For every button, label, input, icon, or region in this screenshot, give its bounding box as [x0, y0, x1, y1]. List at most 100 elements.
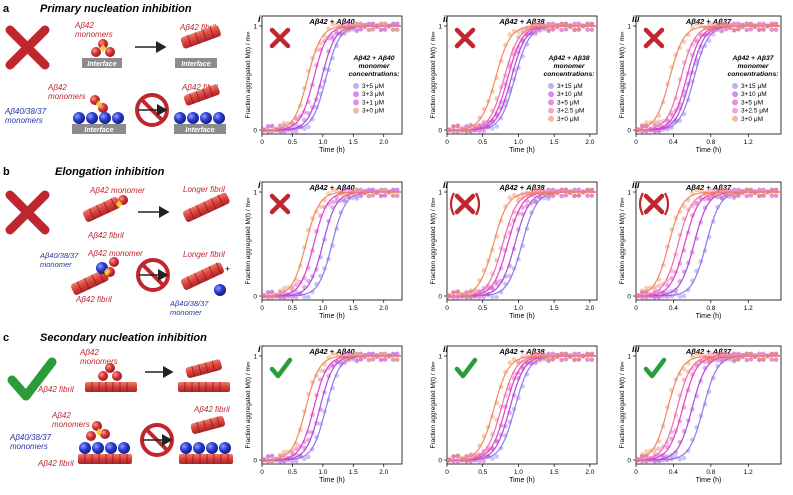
data-point [773, 357, 779, 363]
data-point [589, 187, 595, 193]
y-axis-label: Fraction aggregated M(t) / m∞ [430, 197, 437, 284]
x-tick-label: 2.0 [585, 139, 594, 146]
data-point [537, 195, 543, 200]
mixed-cluster [73, 95, 124, 124]
data-point [390, 357, 396, 362]
data-point [773, 27, 779, 32]
data-point [342, 187, 348, 193]
data-point [723, 187, 729, 193]
no-symbol-icon [140, 423, 174, 457]
data-point [736, 187, 741, 193]
data-point [559, 357, 564, 363]
data-point [761, 187, 766, 193]
data-point [711, 26, 716, 32]
data-point [665, 294, 670, 300]
data-point [394, 187, 400, 193]
data-point [559, 187, 564, 193]
y-tick-label: 0 [627, 294, 631, 301]
data-point [572, 193, 577, 199]
data-point [748, 351, 754, 357]
data-point [394, 21, 400, 27]
data-point [748, 351, 754, 357]
data-point [694, 187, 699, 193]
data-point [748, 357, 754, 362]
data-point [719, 28, 724, 33]
data-point [698, 188, 704, 193]
data-point [576, 193, 582, 198]
data-point [694, 200, 699, 206]
label-line: Aβ40/38/37 [39, 251, 79, 260]
data-point [769, 351, 775, 357]
charts: Aβ42 + Aβ40 i 0 0.5 1.0 1.5 2.0 0 1 Time (h) Fract… [245, 14, 782, 484]
data-point [761, 187, 766, 193]
data-point [589, 27, 595, 33]
x-tick-label: 0 [634, 305, 638, 312]
data-point [533, 31, 538, 36]
legend-entry: 3+15 μM [557, 83, 583, 90]
data-point [370, 27, 376, 32]
data-point [481, 294, 487, 300]
data-point [382, 357, 388, 362]
data-point [744, 357, 750, 363]
data-point [559, 27, 564, 33]
data-point [294, 116, 299, 122]
x-tick-label: 0.5 [288, 469, 297, 476]
data-point [572, 357, 577, 363]
cross-icon [269, 193, 291, 215]
interface-bar [82, 58, 122, 68]
data-point [744, 21, 750, 27]
data-point [711, 356, 716, 362]
data-point [748, 21, 754, 27]
row-a-top-monomers-label: Aβ42 monomers [74, 21, 113, 39]
data-point [294, 294, 299, 300]
data-point [576, 193, 582, 198]
data-point [455, 453, 461, 459]
data-point [706, 360, 712, 365]
data-point [265, 290, 271, 295]
data-point [585, 357, 590, 362]
x-axis-label: Time (h) [319, 147, 345, 154]
row-c-bottom-monomers-label: Aβ42 monomers [51, 411, 90, 429]
data-point [468, 293, 474, 299]
label-line: Aβ42 [74, 21, 94, 30]
data-point [330, 351, 335, 357]
data-point [706, 31, 712, 37]
row-c-bottom-result-label: Aβ42 fibril [193, 405, 230, 414]
data-point [744, 351, 750, 357]
data-point [285, 449, 291, 455]
data-point [731, 351, 737, 357]
data-point [358, 26, 364, 32]
chart-title: Aβ42 + Aβ37 [685, 347, 732, 356]
legend-entry: 3+5 μM [557, 99, 579, 106]
legend-marker [353, 83, 359, 89]
data-point [485, 447, 491, 453]
data-point [550, 187, 556, 193]
data-point [533, 199, 538, 204]
data-point [468, 458, 474, 464]
data-point [719, 187, 724, 193]
check-icon [7, 357, 57, 401]
data-point [455, 289, 461, 295]
data-point [756, 27, 762, 33]
row-b-schematic: b Elongation inhibition Aβ42 monomer Aβ4… [3, 166, 230, 317]
data-point [563, 21, 569, 27]
data-point [656, 294, 662, 300]
x-tick-label: 1.0 [318, 305, 327, 312]
row-c-title: Secondary nucleation inhibition [40, 332, 207, 344]
data-point [731, 195, 737, 201]
data-point [378, 357, 384, 363]
data-point [731, 187, 737, 193]
data-point [719, 359, 724, 364]
data-point [748, 26, 754, 32]
data-point [490, 126, 495, 131]
data-point [524, 357, 530, 363]
interface-label: Interface [84, 127, 113, 134]
data-point [576, 27, 582, 32]
data-point [269, 289, 275, 295]
x-axis-label: Time (h) [319, 313, 345, 320]
data-point [294, 458, 299, 464]
data-point [464, 294, 469, 299]
data-point [358, 27, 364, 32]
label-line: monomer [170, 308, 202, 317]
data-point [563, 193, 569, 198]
